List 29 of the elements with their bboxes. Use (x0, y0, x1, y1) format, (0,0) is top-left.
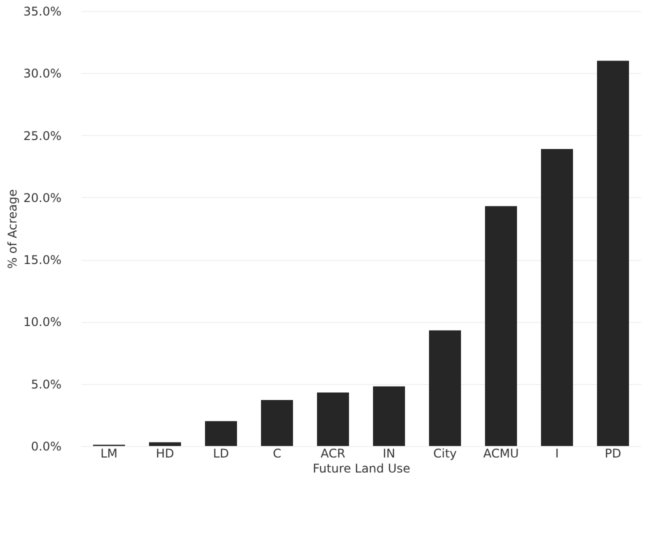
bar (317, 392, 349, 446)
y-tick-label: 20.0% (23, 190, 62, 205)
x-tick-label: ACMU (483, 446, 519, 460)
bar (205, 421, 237, 446)
x-tick-label: IN (382, 446, 396, 460)
x-tick-label: I (555, 446, 559, 460)
y-axis-title: % of Acreage (5, 189, 20, 269)
bar (541, 148, 573, 446)
x-tick-label: ACR (320, 446, 346, 460)
x-tick-label: LD (213, 446, 229, 460)
x-tick-label: LM (100, 446, 118, 460)
bar (597, 60, 629, 446)
y-tick-label: 0.0% (31, 440, 62, 454)
y-tick-label: 30.0% (23, 66, 62, 81)
bar (429, 330, 461, 446)
x-tick-label: C (272, 446, 282, 460)
y-tick-label: 10.0% (23, 315, 62, 330)
bar (373, 386, 405, 446)
x-axis-title: Future Land Use (312, 462, 410, 476)
x-tick-label: PD (604, 446, 622, 460)
y-tick-label: 35.0% (23, 4, 62, 18)
y-tick-label: 25.0% (23, 128, 62, 143)
y-tick-label: 15.0% (23, 253, 62, 268)
bar (149, 442, 181, 446)
x-tick-label: HD (156, 446, 174, 460)
bar (261, 400, 293, 446)
y-tick-label: 5.0% (31, 377, 62, 392)
bar (485, 206, 517, 446)
x-tick-label: City (433, 446, 457, 460)
